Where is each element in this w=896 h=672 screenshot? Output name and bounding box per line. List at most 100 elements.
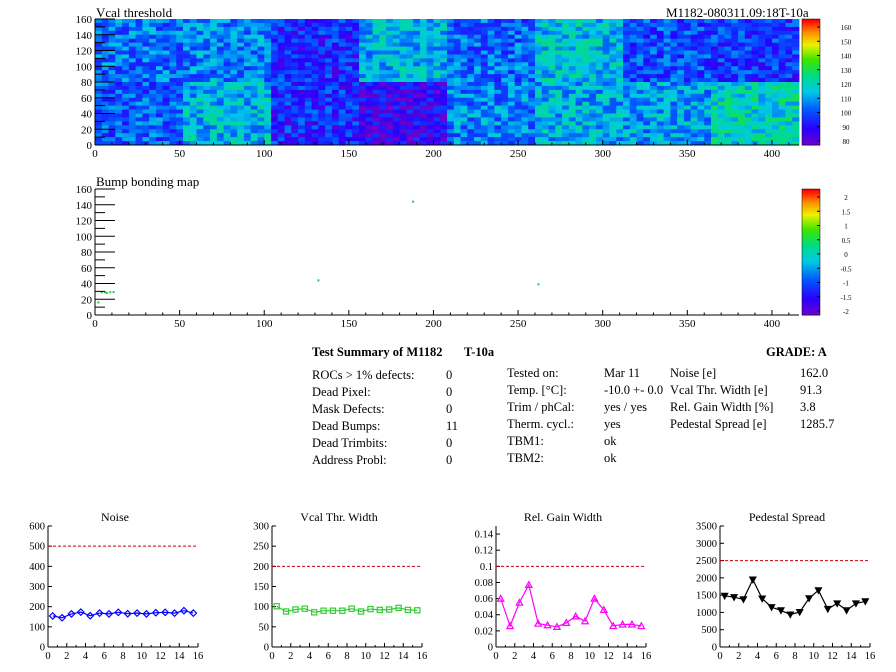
heatmap-cell: [230, 70, 238, 75]
heatmap-cell: [264, 66, 272, 71]
heatmap-cell: [311, 54, 319, 59]
heatmap-cell: [609, 105, 617, 110]
heatmap-cell: [541, 38, 549, 44]
heatmap-cell: [677, 137, 685, 142]
heatmap-cell: [575, 74, 583, 79]
heatmap-cell: [677, 70, 685, 75]
heatmap-cell: [521, 137, 529, 142]
palette-tick-label: -0.5: [840, 265, 852, 273]
heatmap-cell: [663, 62, 671, 67]
heatmap-cell: [663, 50, 671, 55]
heatmap-cell: [717, 105, 725, 110]
heatmap-cell: [183, 78, 191, 83]
heatmap-cell: [758, 121, 766, 126]
heatmap-cell: [230, 113, 238, 118]
heatmap-cell: [751, 54, 759, 59]
heatmap-cell: [352, 113, 360, 118]
heatmap-cell: [101, 70, 109, 75]
heatmap-cell: [271, 125, 279, 130]
heatmap-cell: [690, 78, 698, 83]
heatmap-cell: [453, 38, 461, 44]
heatmap-cell: [189, 82, 197, 87]
heatmap-cell: [697, 38, 705, 44]
heatmap-cell: [176, 113, 184, 118]
heatmap-cell: [352, 42, 360, 47]
heatmap-cell: [670, 54, 678, 59]
heatmap-cell: [318, 89, 326, 95]
heatmap-cell: [365, 58, 373, 63]
heatmap-cell: [562, 89, 570, 95]
heatmap-cell: [602, 50, 610, 55]
data-point: [161, 608, 170, 617]
heatmap-cell: [250, 129, 258, 134]
heatmap-cell: [243, 97, 252, 103]
heatmap-cell: [203, 89, 211, 95]
heatmap-cell: [616, 19, 624, 24]
heatmap-cell: [169, 85, 177, 91]
heatmap-cell: [162, 137, 170, 142]
heatmap-cell: [379, 78, 387, 83]
heatmap-cell: [257, 101, 265, 107]
heatmap-cell: [311, 113, 319, 118]
heatmap-cell: [419, 129, 428, 134]
heatmap-cell: [582, 137, 590, 142]
heatmap-cell: [528, 137, 536, 142]
heatmap-cell: [501, 105, 509, 110]
heatmap-cell: [778, 141, 786, 146]
heatmap-cell: [494, 113, 502, 118]
heatmap-cell: [142, 89, 150, 95]
heatmap-cell: [467, 54, 475, 59]
heatmap-cell: [589, 66, 597, 71]
heatmap-cell: [311, 22, 319, 28]
palette-band: [802, 25, 820, 28]
heatmap-cell: [203, 22, 211, 28]
heatmap-cell: [216, 121, 225, 126]
heatmap-cell: [223, 34, 231, 40]
heatmap-cell: [589, 93, 597, 99]
heatmap-cell: [365, 42, 373, 47]
heatmap-cell: [555, 125, 563, 130]
heatmap-cell: [440, 50, 448, 55]
heatmap-cell: [609, 93, 617, 99]
heatmap-cell: [108, 62, 116, 67]
heatmap-cell: [318, 121, 326, 126]
heatmap-cell: [514, 78, 522, 83]
heatmap-cell: [555, 109, 563, 114]
heatmap-cell: [683, 101, 692, 107]
heatmap-cell: [792, 137, 800, 142]
heatmap-cell: [149, 50, 157, 55]
heatmap-cell: [555, 78, 563, 83]
data-point: [496, 594, 505, 602]
heatmap-cell: [331, 70, 340, 75]
heatmap-cell: [629, 42, 637, 47]
heatmap-cell: [216, 26, 225, 32]
heatmap-cell: [731, 26, 739, 32]
heatmap-cell: [352, 137, 360, 142]
heatmap-cell: [562, 93, 570, 99]
heatmap-cell: [717, 46, 725, 51]
heatmap-cell: [128, 26, 137, 32]
heatmap-cell: [771, 82, 780, 87]
heatmap-cell: [155, 82, 164, 87]
heatmap-cell: [595, 70, 604, 75]
heatmap-cell: [467, 78, 475, 83]
heatmap-cell: [501, 34, 509, 40]
heatmap-cell: [562, 105, 570, 110]
heatmap-cell: [602, 58, 610, 63]
palette-band: [802, 308, 820, 312]
heatmap-cell: [690, 30, 698, 36]
heatmap-cell: [541, 42, 549, 47]
heatmap-cell: [101, 42, 109, 47]
heatmap-cell: [210, 26, 218, 32]
heatmap-cell: [487, 46, 495, 51]
heatmap-cell: [568, 62, 577, 67]
heatmap-cell: [711, 109, 719, 114]
heatmap-cell: [643, 34, 651, 40]
heatmap-cell: [291, 26, 299, 32]
summary-row: Therm. cycl.: yes: [507, 417, 621, 434]
heatmap-cell: [419, 121, 428, 126]
heatmap-cell: [196, 66, 204, 71]
heatmap-cell: [176, 133, 184, 138]
heatmap-cell: [216, 58, 225, 63]
heatmap-cell: [663, 66, 671, 71]
